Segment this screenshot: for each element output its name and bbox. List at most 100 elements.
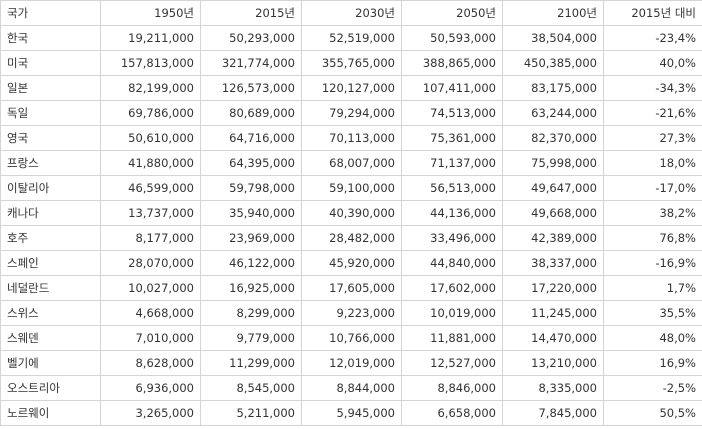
country-cell: 독일 [0,100,101,126]
pop-2050-cell: 10,019,000 [401,300,503,326]
header-1950: 1950년 [100,0,201,26]
table-row: 스위스 4,668,000 8,299,000 9,223,000 10,019,000… [0,300,702,326]
table-header-row: 국가 1950년 2015년 2030년 2050년 2100년 2015년 대… [0,0,702,26]
pop-2100-cell: 11,245,000 [502,300,604,326]
pop-2100-cell: 14,470,000 [502,325,604,351]
table-row: 벨기에 8,628,000 11,299,000 12,019,000 12,527,0… [0,350,702,376]
table-row: 프랑스 41,880,000 64,395,000 68,007,000 71,137,… [0,150,702,176]
country-cell: 네덜란드 [0,275,101,301]
change-cell: 40,0% [603,50,702,76]
country-cell: 캐나다 [0,200,101,226]
change-cell: 76,8% [603,225,702,251]
pop-2030-cell: 9,223,000 [301,300,402,326]
table-row: 이탈리아 46,599,000 59,798,000 59,100,000 56,513… [0,175,702,201]
table-row: 한국 19,211,000 50,293,000 52,519,000 50,593,0… [0,25,702,51]
pop-1950-cell: 28,070,000 [100,250,201,276]
pop-2050-cell: 71,137,000 [401,150,503,176]
pop-2015-cell: 64,716,000 [200,125,302,151]
pop-2100-cell: 75,998,000 [502,150,604,176]
pop-1950-cell: 7,010,000 [100,325,201,351]
pop-1950-cell: 8,177,000 [100,225,201,251]
table-row: 오스트리아 6,936,000 8,545,000 8,844,000 8,846,00… [0,375,702,401]
country-cell: 프랑스 [0,150,101,176]
country-cell: 벨기에 [0,350,101,376]
pop-2015-cell: 9,779,000 [200,325,302,351]
pop-2030-cell: 40,390,000 [301,200,402,226]
pop-1950-cell: 8,628,000 [100,350,201,376]
pop-2050-cell: 44,136,000 [401,200,503,226]
pop-2050-cell: 388,865,000 [401,50,503,76]
pop-2015-cell: 50,293,000 [200,25,302,51]
table-row: 스페인 28,070,000 46,122,000 45,920,000 44,840,… [0,250,702,276]
pop-2100-cell: 8,335,000 [502,375,604,401]
pop-2050-cell: 75,361,000 [401,125,503,151]
table-row: 스웨덴 7,010,000 9,779,000 10,766,000 11,881,00… [0,325,702,351]
pop-2100-cell: 450,385,000 [502,50,604,76]
pop-2050-cell: 50,593,000 [401,25,503,51]
pop-2030-cell: 59,100,000 [301,175,402,201]
pop-2050-cell: 107,411,000 [401,75,503,101]
pop-2050-cell: 56,513,000 [401,175,503,201]
pop-2100-cell: 49,668,000 [502,200,604,226]
pop-2030-cell: 79,294,000 [301,100,402,126]
pop-2030-cell: 45,920,000 [301,250,402,276]
change-cell: 35,5% [603,300,702,326]
pop-2015-cell: 5,211,000 [200,400,302,426]
pop-2015-cell: 46,122,000 [200,250,302,276]
pop-1950-cell: 69,786,000 [100,100,201,126]
change-cell: 48,0% [603,325,702,351]
pop-2030-cell: 68,007,000 [301,150,402,176]
pop-2015-cell: 80,689,000 [200,100,302,126]
table-row: 노르웨이 3,265,000 5,211,000 5,945,000 6,658,000… [0,400,702,426]
pop-1950-cell: 46,599,000 [100,175,201,201]
country-cell: 미국 [0,50,101,76]
pop-2015-cell: 321,774,000 [200,50,302,76]
change-cell: 38,2% [603,200,702,226]
pop-2050-cell: 33,496,000 [401,225,503,251]
change-cell: 50,5% [603,400,702,426]
pop-2030-cell: 17,605,000 [301,275,402,301]
pop-2030-cell: 10,766,000 [301,325,402,351]
table-row: 호주 8,177,000 23,969,000 28,482,000 33,496,00… [0,225,702,251]
country-cell: 한국 [0,25,101,51]
pop-2015-cell: 59,798,000 [200,175,302,201]
change-cell: -17,0% [603,175,702,201]
pop-2050-cell: 11,881,000 [401,325,503,351]
pop-2050-cell: 12,527,000 [401,350,503,376]
table-row: 영국 50,610,000 64,716,000 70,113,000 75,361,0… [0,125,702,151]
change-cell: 16,9% [603,350,702,376]
pop-2100-cell: 13,210,000 [502,350,604,376]
pop-1950-cell: 10,027,000 [100,275,201,301]
country-cell: 노르웨이 [0,400,101,426]
table-row: 독일 69,786,000 80,689,000 79,294,000 74,513,0… [0,100,702,126]
header-country: 국가 [0,0,101,26]
pop-1950-cell: 19,211,000 [100,25,201,51]
header-2050: 2050년 [401,0,503,26]
country-cell: 스위스 [0,300,101,326]
pop-2015-cell: 126,573,000 [200,75,302,101]
pop-2030-cell: 28,482,000 [301,225,402,251]
header-2030: 2030년 [301,0,402,26]
pop-2050-cell: 17,602,000 [401,275,503,301]
country-cell: 이탈리아 [0,175,101,201]
pop-2030-cell: 12,019,000 [301,350,402,376]
country-cell: 호주 [0,225,101,251]
pop-2015-cell: 23,969,000 [200,225,302,251]
pop-2050-cell: 74,513,000 [401,100,503,126]
pop-1950-cell: 4,668,000 [100,300,201,326]
pop-2100-cell: 17,220,000 [502,275,604,301]
table-row: 네덜란드 10,027,000 16,925,000 17,605,000 17,602… [0,275,702,301]
country-cell: 영국 [0,125,101,151]
pop-2100-cell: 38,337,000 [502,250,604,276]
header-2100: 2100년 [502,0,604,26]
pop-2015-cell: 11,299,000 [200,350,302,376]
pop-2100-cell: 42,389,000 [502,225,604,251]
header-2015: 2015년 [200,0,302,26]
pop-2030-cell: 5,945,000 [301,400,402,426]
pop-2050-cell: 6,658,000 [401,400,503,426]
table-row: 미국 157,813,000 321,774,000 355,765,000 388,8… [0,50,702,76]
pop-2100-cell: 7,845,000 [502,400,604,426]
pop-1950-cell: 82,199,000 [100,75,201,101]
